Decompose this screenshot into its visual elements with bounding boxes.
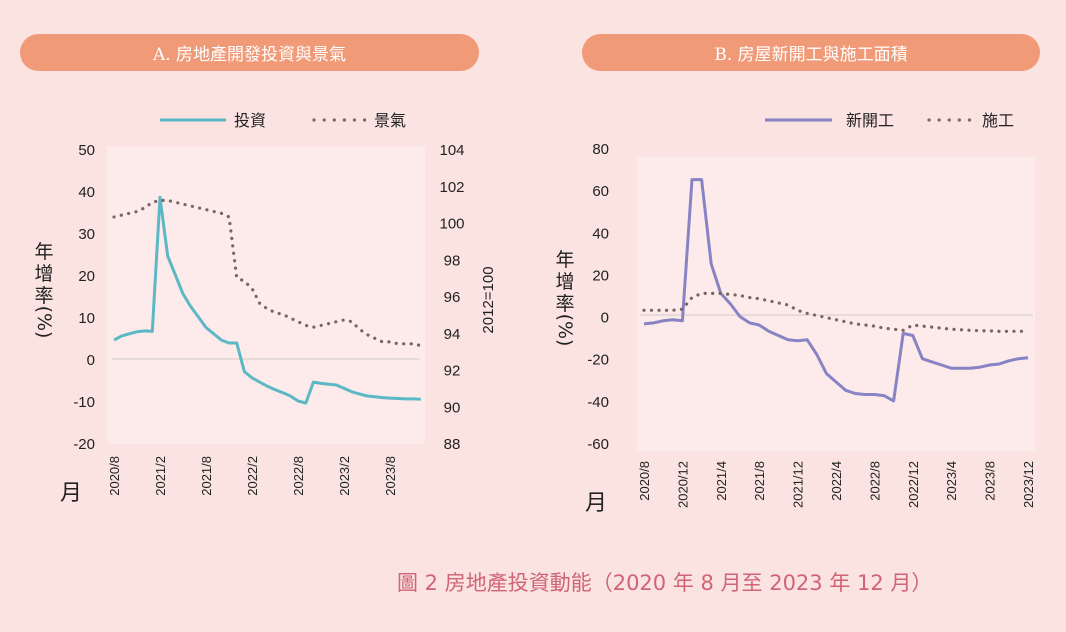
chart-b-ytick: -40 bbox=[587, 394, 609, 411]
chart-a-xlabel: 月 bbox=[60, 481, 82, 506]
chart-a-y2label: 2012=100 bbox=[480, 266, 497, 333]
legend-investment-label: 投資 bbox=[234, 111, 266, 130]
chart-b-xtick: 2020/8 bbox=[637, 461, 652, 501]
chart-a-ytick: 0 bbox=[87, 352, 95, 369]
chart-a-y2tick: 100 bbox=[439, 216, 464, 233]
chart-b-xtick: 2022/12 bbox=[906, 461, 921, 508]
chart-a-ytick: 20 bbox=[78, 268, 95, 285]
chart-a-y2tick: 104 bbox=[439, 142, 464, 159]
chart-b-plot-area bbox=[637, 157, 1035, 451]
chart-b-ylabel-group: 年 增 率 (%) bbox=[554, 249, 576, 346]
chart-a-y2tick: 88 bbox=[444, 436, 461, 453]
chart-b-ytick: -20 bbox=[587, 352, 609, 369]
chart-a-ytick: -20 bbox=[73, 436, 95, 453]
chart-a-xtick: 2023/8 bbox=[383, 456, 398, 496]
chart-b-xtick: 2020/12 bbox=[675, 461, 690, 508]
figure-caption: 圖 2 房地產投資動能（2020 年 8 月至 2023 年 12 月） bbox=[397, 571, 933, 595]
chart-b-title: B. 房屋新開工與施工面積 bbox=[582, 34, 1040, 71]
chart-a-investment-line bbox=[113, 195, 421, 405]
chart-b-ylabel-1: 年 bbox=[555, 249, 574, 271]
chart-a-ytick: 50 bbox=[78, 142, 95, 159]
chart-a-xtick: 2021/8 bbox=[199, 456, 214, 496]
legend-construction-label: 施工 bbox=[982, 111, 1014, 130]
chart-b-ytick: 40 bbox=[592, 225, 609, 242]
chart-a-xtick: 2023/2 bbox=[337, 456, 352, 496]
chart-b-xtick: 2023/4 bbox=[944, 461, 959, 501]
chart-a-y2tick: 92 bbox=[444, 363, 461, 380]
chart-b-xtick: 2023/12 bbox=[1021, 461, 1036, 508]
legend-new-start-label: 新開工 bbox=[846, 111, 894, 130]
chart-a-y2tick: 102 bbox=[439, 179, 464, 196]
chart-b-ytick: 80 bbox=[592, 141, 609, 158]
chart-b-xtick: 2021/4 bbox=[714, 461, 729, 501]
chart-b-ylabel-4: (%) bbox=[554, 314, 576, 347]
chart-b-ytick: 60 bbox=[592, 183, 609, 200]
chart-b-xtick: 2023/8 bbox=[983, 461, 998, 501]
chart-a-xtick: 2021/2 bbox=[153, 456, 168, 496]
chart-b-ylabel-2: 增 bbox=[555, 271, 574, 293]
chart-a-ylabel-4: (%) bbox=[33, 306, 55, 339]
chart-a-y2tick: 98 bbox=[444, 252, 461, 269]
chart-a-xtick: 2022/8 bbox=[291, 456, 306, 496]
chart-a-xtick: 2022/2 bbox=[245, 456, 260, 496]
chart-a-ytick: 10 bbox=[78, 310, 95, 327]
chart-b-xlabel: 月 bbox=[585, 491, 607, 516]
chart-b-ytick: -60 bbox=[587, 436, 609, 453]
chart-a-plot-area bbox=[107, 146, 425, 444]
chart-a-ytick: -10 bbox=[73, 394, 95, 411]
chart-b-new-start-line bbox=[643, 178, 1029, 403]
chart-a-ylabel-1: 年 bbox=[34, 241, 53, 263]
chart-a-ytick: 30 bbox=[78, 226, 95, 243]
chart-a-xtick: 2020/8 bbox=[107, 456, 122, 496]
chart-a-y2tick: 96 bbox=[444, 289, 461, 306]
chart-a-ytick: 40 bbox=[78, 184, 95, 201]
chart-a-y2tick: 90 bbox=[444, 399, 461, 416]
chart-a-y2tick: 94 bbox=[444, 326, 461, 343]
chart-b-xtick: 2021/12 bbox=[791, 461, 806, 508]
chart-b-xtick: 2022/8 bbox=[867, 461, 882, 501]
chart-b-ytick: 20 bbox=[592, 267, 609, 284]
chart-a-ylabel-3: 率 bbox=[34, 285, 53, 307]
chart-b-construction-line bbox=[642, 291, 1030, 333]
chart-b-ytick: 0 bbox=[601, 310, 609, 327]
chart-a-ylabel-2: 增 bbox=[34, 263, 53, 285]
chart-b-ylabel-3: 率 bbox=[555, 293, 574, 315]
chart-b-xtick: 2021/8 bbox=[752, 461, 767, 501]
chart-a-ylabel-group: 年 增 率 (%) bbox=[33, 241, 55, 338]
chart-a-title: A. 房地產開發投資與景氣 bbox=[20, 34, 479, 71]
chart-b-xtick: 2022/4 bbox=[829, 461, 844, 501]
legend-sentiment-label: 景氣 bbox=[374, 111, 406, 130]
